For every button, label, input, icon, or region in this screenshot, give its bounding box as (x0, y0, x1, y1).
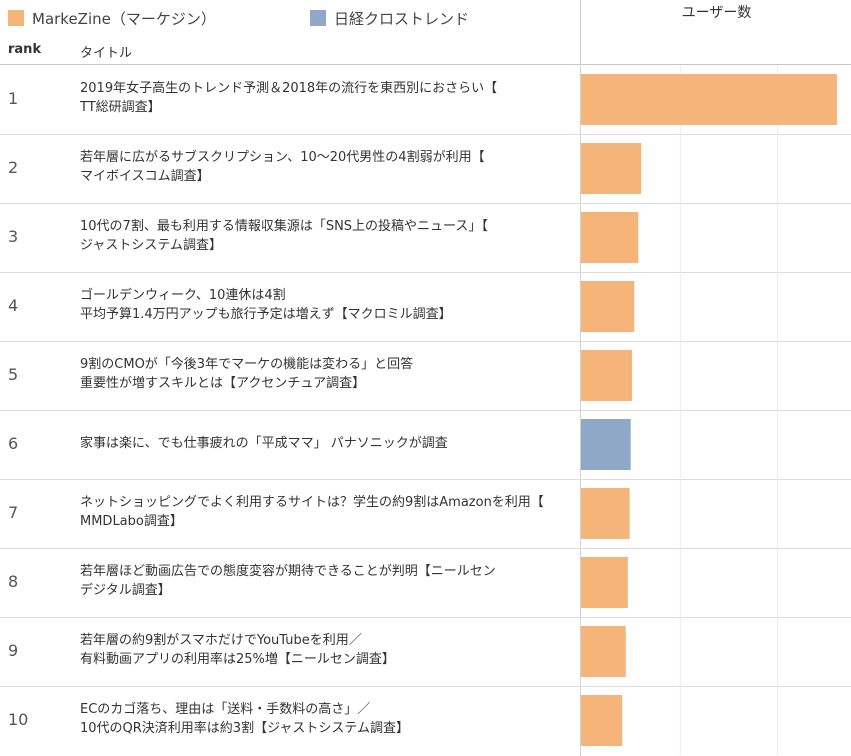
title-line-1: 2019年女子高生のトレンド予測＆2018年の流行を東西別におさらい【 (80, 81, 498, 96)
title-line-1: ECのカゴ落ち、理由は「送料・手数料の高さ」／ (80, 702, 371, 717)
title-cell: ゴールデンウィーク、10連休は4割平均予算1.4万円アップも旅行予定は増えず【マ… (80, 286, 550, 324)
title-cell: ECのカゴ落ち、理由は「送料・手数料の高さ」／ 10代のQR決済利用率は約3割【ジ… (80, 700, 550, 738)
title-cell: 家事は楽に、でも仕事疲れの「平成ママ」 パナソニックが調査 (80, 434, 550, 453)
bar-rank-7[interactable] (581, 488, 630, 539)
title-line-2: デジタル調査】 (80, 583, 171, 598)
rank-cell: 4 (8, 296, 19, 315)
row-divider (0, 272, 851, 273)
title-line-1: 若年層ほど動画広告での態度変容が期待できることが判明【ニールセン (80, 564, 496, 579)
row-divider (0, 686, 851, 687)
legend-label-markezine: MarkeZine（マーケジン） (32, 9, 216, 28)
rank-cell: 2 (8, 158, 19, 177)
bar-rank-9[interactable] (581, 626, 626, 677)
table-row[interactable]: 9 若年層の約9割がスマホだけでYouTubeを利用／ 有料動画アプリの利用率は25… (0, 617, 580, 686)
title-cell: 若年層に広がるサブスクリプション、10～20代男性の4割弱が利用【 マイボイスコム… (80, 148, 550, 186)
bar-rank-2[interactable] (581, 143, 642, 194)
legend-item-nikkei[interactable]: 日経クロストレンド (310, 8, 469, 28)
title-column-header[interactable]: タイトル (80, 46, 133, 61)
table-row[interactable]: 1 2019年女子高生のトレンド予測＆2018年の流行を東西別におさらい【 TT総研… (0, 65, 580, 134)
title-cell: 9割のCMOが「今後3年でマーケの機能は変わる」と回答 重要性が増すスキルとは【ア… (80, 355, 550, 393)
title-cell: 10代の7割、最も利用する情報収集源は「SNS上の投稿やニュース」【 ジャストシス… (80, 217, 550, 255)
title-cell: ネットショッピングでよく利用するサイトは？学生の約9割はAmazonを利用【 MM… (80, 493, 550, 531)
rank-cell: 10 (8, 710, 29, 729)
pane-divider (580, 0, 581, 756)
title-line-2: マイボイスコム調査】 (80, 169, 210, 184)
rank-cell: 5 (8, 365, 19, 384)
rank-cell: 6 (8, 434, 19, 453)
title-line-2: 有料動画アプリの利用率は25%増【ニールセン調査】 (80, 652, 395, 667)
title-line-1: 若年層に広がるサブスクリプション、10～20代男性の4割弱が利用【 (80, 150, 485, 165)
legend-swatch-markezine (8, 10, 24, 26)
rank-cell: 9 (8, 641, 19, 660)
title-line-1: ネットショッピングでよく利用するサイトは？学生の約9割はAmazonを利用【 (80, 495, 544, 510)
rank-column-header[interactable]: rank (8, 42, 42, 57)
row-divider (0, 617, 851, 618)
row-divider (0, 203, 851, 204)
bar-rank-6[interactable] (581, 419, 631, 470)
table-row[interactable]: 5 9割のCMOが「今後3年でマーケの機能は変わる」と回答 重要性が増すスキルとは【… (0, 341, 580, 410)
row-divider (0, 134, 851, 135)
rank-cell: 3 (8, 227, 19, 246)
bar-chart (581, 65, 837, 755)
title-cell: 若年層ほど動画広告での態度変容が期待できることが判明【ニールセン デジタル調査】 (80, 562, 550, 600)
header-divider (0, 64, 851, 65)
title-cell: 2019年女子高生のトレンド予測＆2018年の流行を東西別におさらい【 TT総研調… (80, 79, 550, 117)
title-line-2: TT総研調査】 (80, 100, 161, 115)
bar-rank-8[interactable] (581, 557, 628, 608)
title-line-2: 重要性が増すスキルとは【アクセンチュア調査】 (80, 376, 366, 391)
title-line-1: 家事は楽に、でも仕事疲れの「平成ママ」 パナソニックが調査 (80, 436, 448, 451)
title-line-1: 若年層の約9割がスマホだけでYouTubeを利用／ (80, 633, 362, 648)
title-line-2: 平均予算1.4万円アップも旅行予定は増えず【マクロミル調査】 (80, 307, 452, 322)
title-cell: 若年層の約9割がスマホだけでYouTubeを利用／ 有料動画アプリの利用率は25%… (80, 631, 550, 669)
table-row[interactable]: 10 ECのカゴ落ち、理由は「送料・手数料の高さ」／ 10代のQR決済利用率は約3割… (0, 686, 580, 755)
rank-cell: 8 (8, 572, 19, 591)
table-row[interactable]: 4 ゴールデンウィーク、10連休は4割平均予算1.4万円アップも旅行予定は増えず【… (0, 272, 580, 341)
row-divider (0, 548, 851, 549)
rank-cell: 7 (8, 503, 19, 522)
rank-cell: 1 (8, 89, 19, 108)
measure-header[interactable]: ユーザー数 (681, 5, 752, 21)
table-row[interactable]: 3 10代の7割、最も利用する情報収集源は「SNS上の投稿やニュース」【 ジャストシ… (0, 203, 580, 272)
title-line-1: ゴールデンウィーク、10連休は4割 (80, 288, 286, 303)
legend-label-nikkei: 日経クロストレンド (334, 9, 470, 28)
table-row[interactable]: 6 家事は楽に、でも仕事疲れの「平成ママ」 パナソニックが調査 (0, 410, 580, 479)
title-line-1: 10代の7割、最も利用する情報収集源は「SNS上の投稿やニュース」【 (80, 219, 488, 234)
bar-rank-5[interactable] (581, 350, 632, 401)
row-divider (0, 341, 851, 342)
legend-item-markezine[interactable]: MarkeZine（マーケジン） (8, 8, 216, 28)
title-line-2: MMDLabo調査】 (80, 514, 183, 529)
title-line-2: 10代のQR決済利用率は約3割【ジャストシステム調査】 (80, 721, 410, 736)
table-row[interactable]: 8 若年層ほど動画広告での態度変容が期待できることが判明【ニールセン デジタル調査】 (0, 548, 580, 617)
table-row[interactable]: 2 若年層に広がるサブスクリプション、10～20代男性の4割弱が利用【 マイボイスコ… (0, 134, 580, 203)
title-line-1: 9割のCMOが「今後3年でマーケの機能は変わる」と回答 (80, 357, 414, 372)
table-row[interactable]: 7 ネットショッピングでよく利用するサイトは？学生の約9割はAmazonを利用【 M… (0, 479, 580, 548)
bar-rank-10[interactable] (581, 695, 623, 746)
bar-rank-3[interactable] (581, 212, 639, 263)
row-divider (0, 410, 851, 411)
bar-rank-4[interactable] (581, 281, 635, 332)
row-divider (0, 479, 851, 480)
legend-swatch-nikkei (310, 10, 326, 26)
title-line-2: ジャストシステム調査】 (80, 238, 222, 253)
bar-rank-1[interactable] (581, 74, 837, 125)
